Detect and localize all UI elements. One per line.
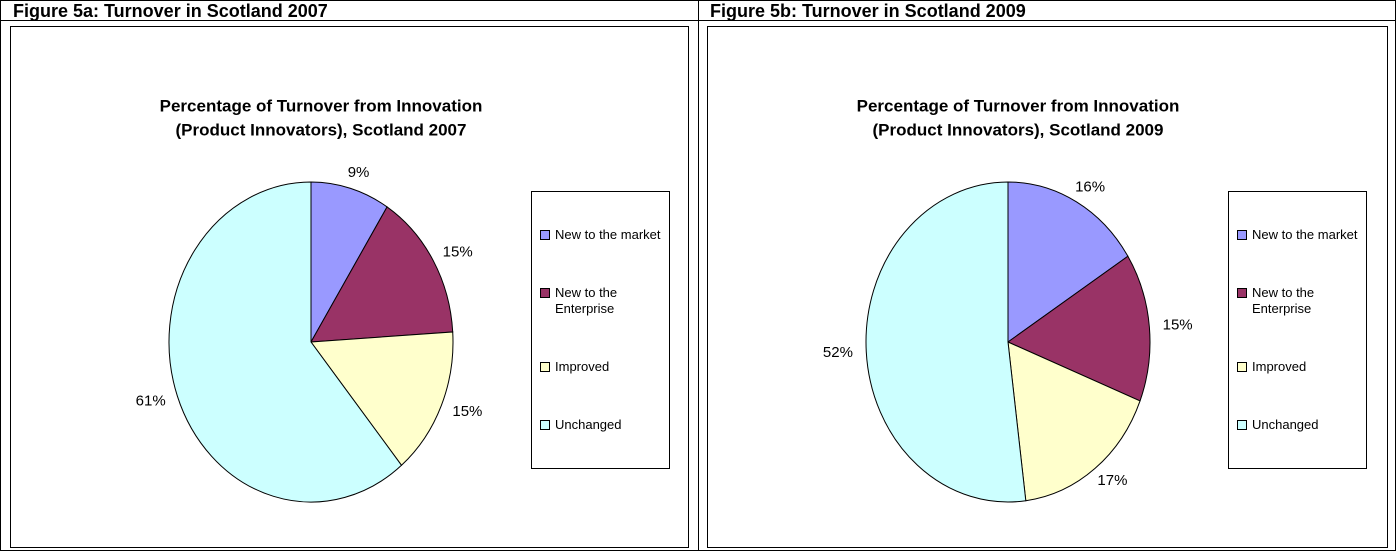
legend-item: New to the market (540, 227, 669, 243)
pie-slice (1007, 341, 1141, 502)
legend-swatch (540, 362, 550, 372)
figure-heading: Figure 5b: Turnover in Scotland 2009 (698, 1, 1395, 21)
legend-item: New to the Enterprise (540, 285, 669, 317)
legend-item: New to the market (1237, 227, 1366, 243)
data-label: 15% (443, 243, 473, 260)
data-label: 16% (1075, 179, 1105, 196)
data-label: 17% (1097, 472, 1127, 489)
legend: New to the market New to the Enterprise Im… (531, 191, 670, 469)
data-label: 15% (1163, 316, 1193, 333)
legend-swatch (540, 420, 550, 430)
legend-label: Improved (555, 359, 610, 374)
pie-slice (1006, 255, 1151, 402)
chart-title: (Product Innovators), Scotland 2007 (176, 120, 467, 139)
column-separator (698, 1, 699, 550)
legend-label: Unchanged (1252, 417, 1319, 432)
legend-label: New to the market (555, 227, 661, 242)
legend-label: Improved (1252, 359, 1307, 374)
legend-item: Unchanged (1237, 417, 1366, 433)
legend-item: New to the Enterprise (1237, 285, 1366, 317)
legend-swatch (1237, 230, 1247, 240)
legend-swatch (1237, 362, 1247, 372)
legend-item: Improved (1237, 359, 1366, 375)
pie-slice (310, 206, 454, 343)
pie-slice (1007, 181, 1129, 343)
chart-frame (10, 26, 689, 548)
data-label: 52% (823, 344, 853, 361)
figure-heading: Figure 5a: Turnover in Scotland 2007 (1, 1, 698, 21)
legend-label: New to the Enterprise (555, 285, 618, 316)
legend-swatch (1237, 420, 1247, 430)
chart-title: (Product Innovators), Scotland 2009 (873, 120, 1164, 139)
legend-item: Unchanged (540, 417, 669, 433)
legend-swatch (540, 230, 550, 240)
pie-slice (310, 181, 388, 344)
pie-slice (865, 181, 1027, 503)
legend-swatch (540, 288, 550, 298)
legend-label: Unchanged (555, 417, 622, 432)
legend-swatch (1237, 288, 1247, 298)
data-label: 9% (348, 164, 370, 181)
legend: New to the market New to the Enterprise Im… (1228, 191, 1367, 469)
chart-title: Percentage of Turnover from Innovation (857, 96, 1180, 115)
legend-item: Improved (540, 359, 669, 375)
chart-frame (707, 26, 1388, 548)
legend-label: New to the market (1252, 227, 1358, 242)
pie-slice (168, 181, 403, 503)
legend-label: New to the Enterprise (1252, 285, 1315, 316)
data-label: 15% (452, 403, 482, 420)
chart-title: Percentage of Turnover from Innovation (160, 96, 483, 115)
pie-slice (310, 331, 454, 467)
data-label: 61% (136, 393, 166, 410)
